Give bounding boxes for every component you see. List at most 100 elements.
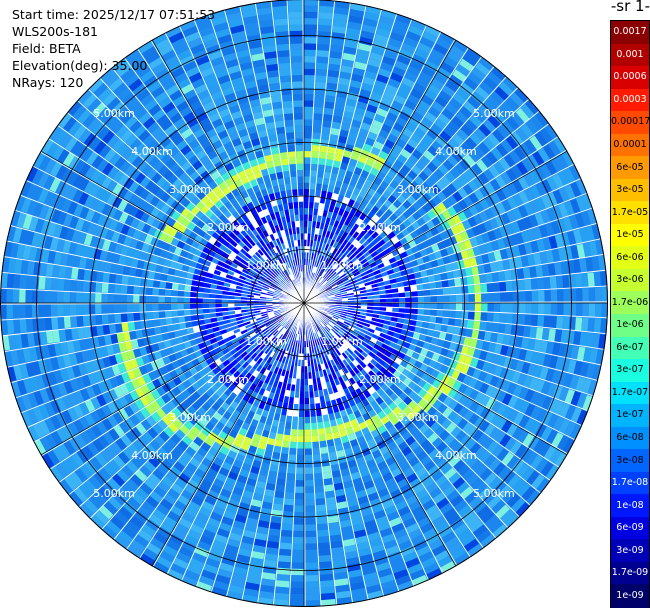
ppi-gate-cell: [116, 468, 130, 483]
ppi-gate-cell: [38, 204, 50, 219]
ppi-gate-cell: [218, 562, 234, 573]
ppi-gate-cell: [261, 429, 270, 438]
ppi-gate-cell: [243, 354, 251, 362]
ppi-gate-cell: [470, 459, 483, 473]
ppi-gate-cell: [350, 246, 358, 254]
ppi-gate-cell: [420, 439, 432, 451]
ppi-gate-cell: [146, 427, 159, 439]
ppi-gate-cell: [434, 250, 443, 260]
ppi-gate-cell: [337, 282, 345, 288]
ppi-gate-cell: [430, 78, 445, 91]
ppi-gate-cell: [321, 126, 332, 135]
ppi-gate-cell: [252, 336, 260, 343]
ppi-gate-cell: [348, 504, 360, 514]
ppi-gate-cell: [333, 109, 345, 118]
ppi-gate-cell: [10, 381, 21, 397]
ppi-gate-cell: [359, 221, 368, 229]
ppi-gate-cell: [454, 318, 462, 328]
ppi-gate-cell: [120, 312, 128, 323]
ppi-gate-cell: [511, 426, 524, 441]
ppi-gate-cell: [143, 460, 156, 473]
ppi-gate-cell: [185, 462, 198, 473]
ppi-gate-cell: [56, 238, 66, 252]
ppi-gate-cell: [230, 262, 239, 269]
ppi-gate-cell: [244, 523, 257, 533]
ppi-gate-cell: [398, 297, 406, 303]
ppi-gate-cell: [327, 322, 334, 329]
ppi-gate-cell: [507, 196, 518, 210]
ppi-gate-cell: [431, 243, 440, 253]
ppi-gate-cell: [239, 541, 253, 551]
ppi-gate-cell: [137, 529, 153, 543]
ppi-gate-cell: [304, 208, 309, 215]
ppi-gate-cell: [383, 539, 398, 550]
ppi-gate-cell: [337, 330, 344, 337]
ppi-gate-cell: [541, 396, 553, 411]
ppi-gate-cell: [576, 346, 586, 362]
ppi-gate-cell: [219, 383, 228, 393]
ppi-gate-cell: [279, 414, 287, 422]
ppi-gate-cell: [209, 312, 217, 318]
ppi-gate-cell: [304, 56, 317, 63]
ppi-gate-cell: [341, 246, 348, 254]
ppi-gate-cell: [552, 205, 563, 220]
ppi-gate-cell: [168, 244, 177, 254]
ppi-gate-cell: [289, 587, 304, 595]
ppi-gate-cell: [165, 281, 173, 290]
ppi-gate-cell: [14, 333, 23, 349]
ppi-gate-cell: [524, 242, 534, 255]
ppi-gate-cell: [329, 239, 336, 247]
ppi-gate-cell: [70, 315, 78, 328]
ppi-gate-cell: [392, 227, 402, 236]
ppi-gate-cell: [314, 94, 326, 102]
ppi-gate-cell: [363, 18, 379, 28]
ppi-gate-cell: [26, 199, 38, 215]
ppi-gate-cell: [399, 83, 413, 94]
ppi-gate-cell: [380, 213, 389, 223]
ppi-gate-cell: [345, 492, 357, 502]
ppi-gate-cell: [146, 278, 154, 288]
ppi-gate-cell: [339, 287, 347, 292]
ppi-gate-cell: [358, 268, 366, 275]
ppi-gate-cell: [579, 227, 589, 243]
ppi-gate-cell: [315, 254, 320, 261]
ppi-gate-cell: [87, 246, 96, 259]
ppi-gate-cell: [263, 318, 271, 324]
ppi-gate-cell: [442, 396, 453, 407]
ppi-gate-cell: [203, 287, 211, 294]
ppi-gate-cell: [585, 363, 596, 379]
ppi-gate-cell: [221, 307, 229, 312]
ppi-gate-cell: [326, 360, 333, 368]
ppi-gate-cell: [373, 330, 381, 337]
ppi-gate-cell: [245, 262, 253, 269]
ppi-gate-cell: [523, 418, 536, 433]
ppi-gate-cell: [59, 132, 73, 148]
ppi-gate-cell: [466, 320, 475, 330]
ppi-gate-cell: [26, 260, 35, 275]
ppi-gate-cell: [364, 110, 376, 120]
ppi-gate-cell: [461, 311, 469, 320]
ppi-gate-cell: [310, 416, 317, 424]
ppi-gate-cell: [468, 204, 479, 217]
ppi-gate-cell: [505, 223, 515, 236]
ppi-gate-cell: [587, 272, 595, 288]
ppi-gate-cell: [527, 154, 540, 170]
ppi-gate-cell: [232, 438, 243, 448]
ppi-gate-cell: [181, 575, 198, 587]
ppi-gate-cell: [295, 461, 304, 468]
ppi-gate-cell: [304, 100, 314, 107]
ppi-gate-cell: [397, 54, 412, 66]
ppi-gate-cell: [258, 590, 274, 600]
ppi-gate-cell: [331, 226, 338, 234]
ppi-gate-cell: [419, 522, 434, 534]
ppi-gate-cell: [383, 339, 391, 346]
ppi-gate-cell: [416, 450, 428, 462]
ppi-gate-cell: [519, 142, 532, 158]
ppi-gate-cell: [432, 330, 441, 339]
ppi-gate-cell: [140, 384, 151, 395]
ppi-gate-cell: [197, 462, 209, 474]
ppi-gate-cell: [76, 303, 83, 315]
ppi-gate-cell: [357, 42, 372, 52]
ppi-gate-cell: [237, 547, 252, 557]
ppi-gate-cell: [275, 313, 282, 318]
